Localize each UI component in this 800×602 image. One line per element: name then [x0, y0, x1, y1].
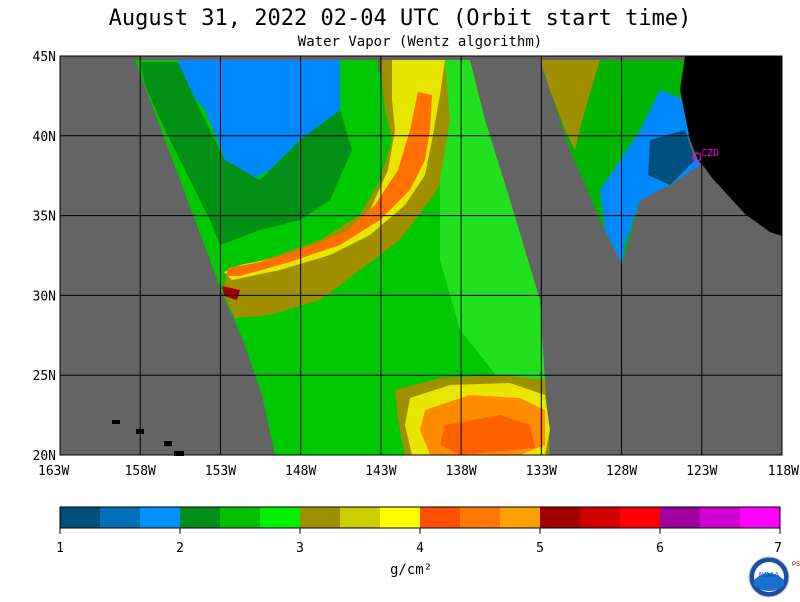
longitude-label: 118W: [768, 464, 799, 479]
colorbar-unit: g/cm²: [390, 562, 433, 578]
longitude-label: 123W: [686, 464, 717, 479]
latitude-label: 40N: [33, 130, 56, 145]
colorbar-swatch: [140, 507, 181, 528]
latitude-label: 25N: [33, 369, 56, 384]
colorbar-swatch: [500, 507, 541, 528]
colorbar-swatch: [580, 507, 621, 528]
latitude-labels: 45N 40N 35N 30N 25N 20N: [33, 50, 56, 464]
latitude-label: 30N: [33, 289, 56, 304]
colorbar-swatch: [740, 507, 781, 528]
colorbar-tick-label: 5: [536, 541, 544, 556]
colorbar-swatch: [660, 507, 701, 528]
swath-dark-green-nw: [140, 62, 352, 245]
colorbar-tick-label: 7: [774, 541, 782, 556]
longitude-label: 133W: [526, 464, 557, 479]
noaa-logo: NOAA: [748, 556, 790, 598]
longitude-label: 128W: [606, 464, 637, 479]
colorbar-swatch: [180, 507, 221, 528]
colorbar-tick-label: 6: [656, 541, 664, 556]
colorbar-swatch: [100, 507, 141, 528]
longitude-labels: 163W 158W 153W 148W 143W 138W 133W 128W 123W 118W: [38, 464, 799, 479]
plume-red-core: [222, 286, 240, 300]
colorbar-swatch: [540, 507, 581, 528]
map-frame: [59, 55, 783, 456]
longitude-label: 153W: [205, 464, 236, 479]
swath-lime-east: [440, 60, 545, 380]
colorbar-swatch: [260, 507, 301, 528]
latitude-label: 20N: [33, 449, 56, 464]
psl-logo-letters: PSL: [792, 562, 800, 568]
page-subtitle: Water Vapor (Wentz algorithm): [297, 34, 543, 50]
colorbar-swatch: [460, 507, 501, 528]
longitude-label: 148W: [285, 464, 316, 479]
page-title: August 31, 2022 02-04 UTC (Orbit start t…: [108, 6, 692, 31]
eastern-swath-olive: [540, 60, 600, 150]
station-label: CZD: [701, 148, 719, 159]
north-america-land: [680, 56, 782, 236]
swath-blue-region: [178, 60, 340, 185]
colorbar-tick-label: 2: [176, 541, 184, 556]
colorbar-swatch: [700, 507, 741, 528]
colorbar-tick-label: 4: [416, 541, 424, 556]
longitude-label: 158W: [125, 464, 156, 479]
colorbar-swatch: [620, 507, 661, 528]
colorbar-tick-labels: 1 2 3 4 5 6 7: [56, 528, 782, 556]
colorbar-tick-label: 1: [56, 541, 64, 556]
colorbar: [59, 506, 781, 529]
colorbar-swatch: [380, 507, 421, 528]
colorbar-tick-label: 3: [296, 541, 304, 556]
longitude-label: 143W: [365, 464, 396, 479]
colorbar-swatch: [340, 507, 381, 528]
colorbar-swatch: [220, 507, 261, 528]
station-marker: [692, 152, 702, 162]
latitude-label: 35N: [33, 210, 56, 225]
colorbar-swatch: [300, 507, 341, 528]
colorbar-swatch: [60, 507, 101, 528]
logo-text: NOAA: [759, 571, 780, 579]
longitude-label: 163W: [38, 464, 69, 479]
eastern-swath-dark-blue: [648, 130, 695, 185]
longitude-label: 138W: [445, 464, 476, 479]
colorbar-swatch: [420, 507, 461, 528]
southern-blob-core: [440, 415, 535, 455]
satellite-swaths: [135, 60, 700, 455]
plume-orange: [226, 92, 432, 276]
latitude-label: 45N: [33, 50, 56, 65]
